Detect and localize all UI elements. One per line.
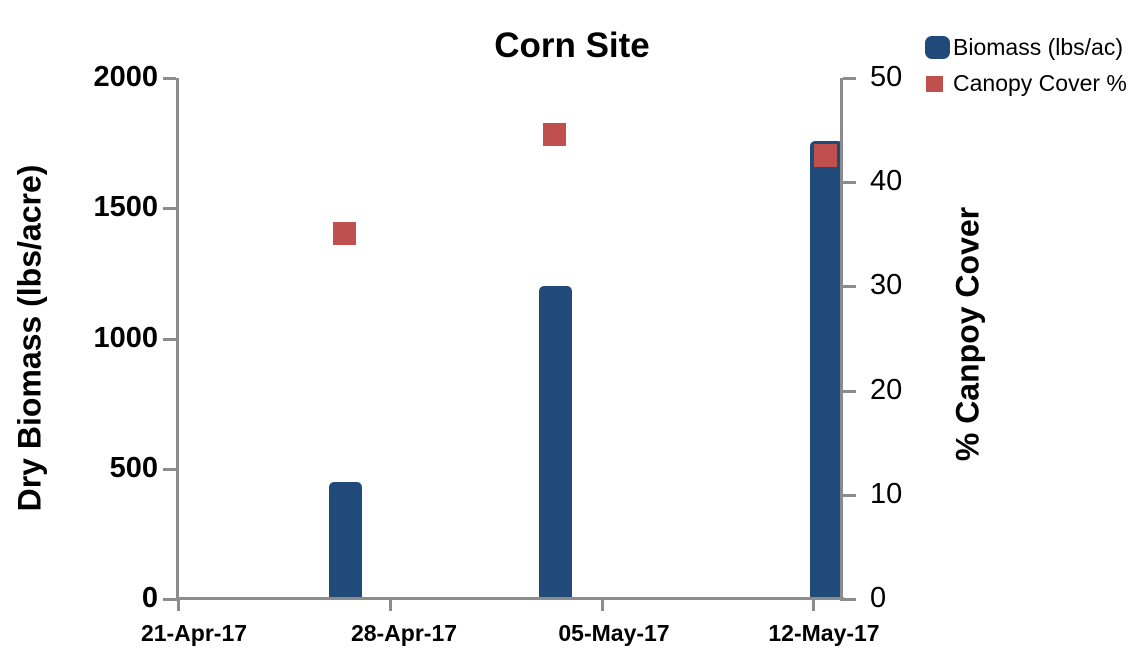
biomass-series-swatch-icon: [925, 36, 950, 59]
legend-label-canopy: Canopy Cover %: [953, 70, 1127, 96]
left-axis-tick-label: 1000: [93, 322, 158, 354]
left-axis-tick: [163, 338, 176, 341]
right-axis-tick-label: 50: [870, 61, 903, 93]
right-axis-tick: [843, 181, 856, 184]
left-axis-tick-label: 0: [141, 582, 158, 614]
left-axis-tick: [163, 207, 176, 210]
x-axis-tick: [177, 599, 180, 611]
right-axis-tick-label: 40: [870, 165, 903, 197]
left-axis-tick-label: 1500: [93, 191, 158, 223]
legend-item-canopy: Canopy Cover %: [925, 70, 1127, 97]
canopy-marker: [814, 144, 837, 167]
right-axis-tick: [843, 77, 856, 80]
left-axis-tick: [163, 77, 176, 80]
left-axis-tick-label: 2000: [93, 61, 158, 93]
x-axis-tick: [389, 599, 392, 611]
bottom-axis-line: [176, 597, 844, 600]
right-axis-tick: [843, 285, 856, 288]
legend-label-biomass: Biomass (lbs/ac): [953, 34, 1123, 60]
legend: Biomass (lbs/ac) Canopy Cover %: [925, 34, 1127, 106]
biomass-bar: [810, 141, 843, 599]
left-axis-tick: [163, 468, 176, 471]
biomass-bar: [329, 482, 362, 599]
left-axis-line: [176, 78, 179, 601]
canopy-series-swatch-icon: [926, 75, 943, 92]
left-axis-tick: [163, 598, 176, 601]
right-axis-tick-label: 30: [870, 269, 903, 301]
right-axis-line: [840, 78, 843, 601]
right-axis-tick-label: 10: [870, 478, 903, 510]
biomass-bar: [539, 286, 572, 599]
right-axis-tick: [843, 598, 856, 601]
x-axis-tick-label: 28-Apr-17: [350, 620, 458, 646]
right-axis-tick: [843, 390, 856, 393]
x-axis-tick: [812, 599, 815, 611]
canopy-marker: [543, 123, 566, 146]
canopy-marker: [333, 222, 356, 245]
chart-title: Corn Site: [494, 26, 650, 65]
right-axis-tick-label: 20: [870, 374, 903, 406]
right-axis-tick: [843, 494, 856, 497]
x-axis-tick-label: 05-May-17: [558, 620, 670, 646]
left-axis-tick-label: 500: [109, 452, 158, 484]
right-axis-tick-label: 0: [870, 582, 887, 614]
legend-item-biomass: Biomass (lbs/ac): [925, 34, 1127, 61]
x-axis-tick-label: 21-Apr-17: [140, 620, 248, 646]
x-axis-tick-label: 12-May-17: [768, 620, 880, 646]
x-axis-tick: [601, 599, 604, 611]
right-axis-title: % Canpoy Cover: [949, 206, 986, 462]
